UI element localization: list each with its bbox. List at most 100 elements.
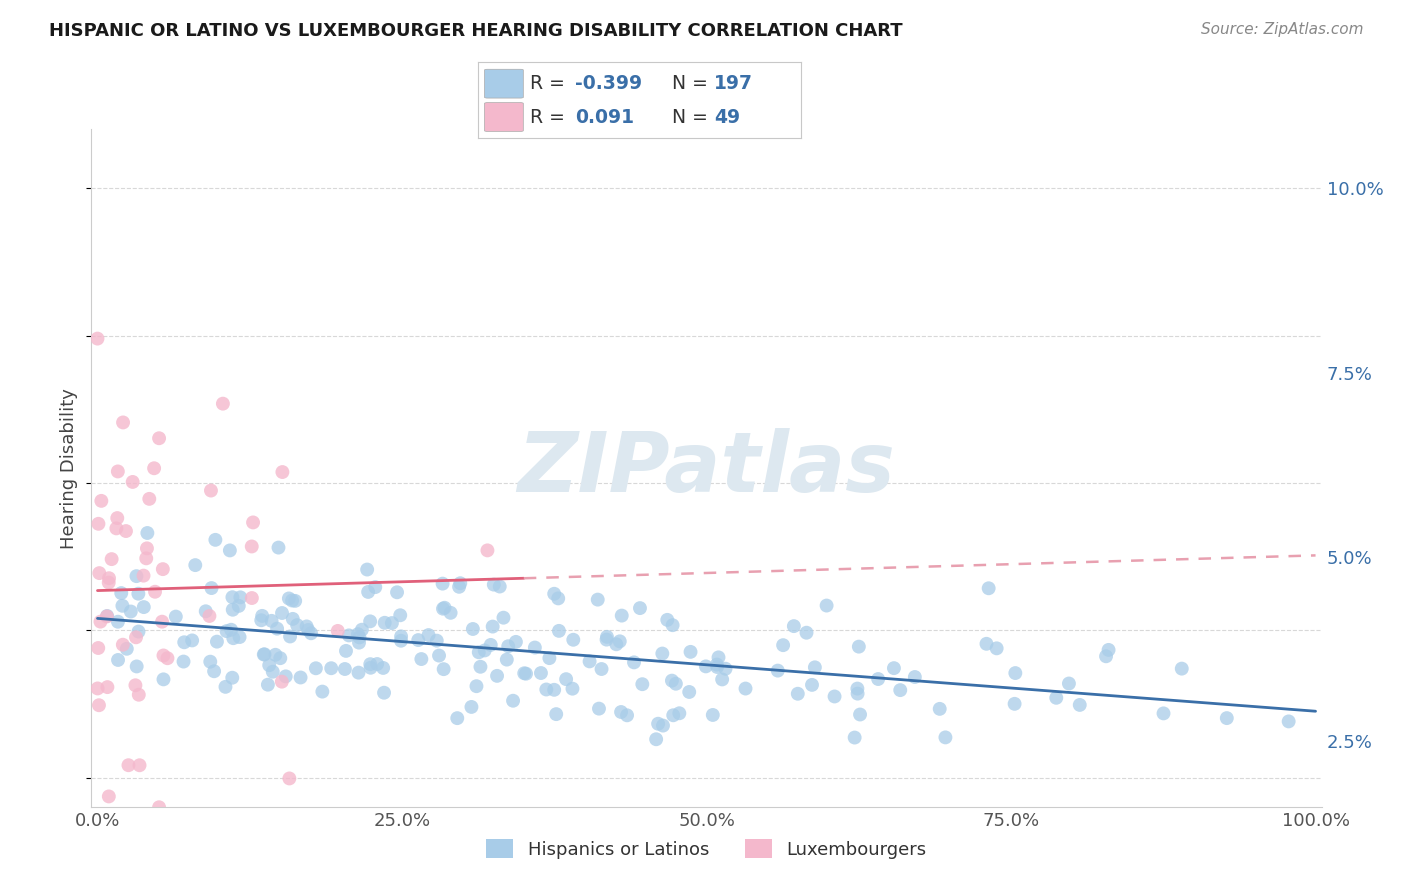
Point (297, 623, 319, 637)
Point (461, 622, 484, 636)
Point (222, 603, 245, 617)
Point (135, 551, 157, 566)
Text: N =: N = (672, 108, 709, 127)
Point (311, 684, 333, 698)
Point (218, 543, 240, 558)
Point (815, 599, 838, 613)
Point (546, 707, 568, 722)
Point (385, 585, 408, 599)
Text: HISPANIC OR LATINO VS LUXEMBOURGER HEARING DISABILITY CORRELATION CHART: HISPANIC OR LATINO VS LUXEMBOURGER HEARI… (49, 22, 903, 40)
Point (578, 654, 600, 668)
Point (934, 731, 956, 745)
Point (128, 758, 150, 772)
Point (347, 627, 370, 641)
Point (668, 706, 690, 721)
Point (373, 661, 395, 675)
Point (222, 631, 245, 645)
Point (502, 694, 524, 708)
Point (128, 624, 150, 639)
Point (281, 593, 304, 607)
Point (107, 653, 129, 667)
Point (200, 483, 222, 498)
Point (488, 580, 510, 594)
Point (824, 690, 846, 704)
Point (530, 666, 553, 681)
FancyBboxPatch shape (485, 70, 523, 98)
Point (96, 609, 118, 624)
Point (1069, 698, 1091, 712)
Point (711, 673, 734, 687)
Point (242, 516, 264, 530)
Point (98, 571, 121, 585)
Point (364, 580, 387, 594)
Point (661, 673, 683, 688)
Point (547, 591, 569, 606)
Point (117, 758, 139, 772)
Point (266, 622, 288, 636)
Point (181, 633, 204, 648)
Point (359, 657, 381, 672)
Point (152, 648, 174, 663)
Point (274, 669, 297, 683)
Point (555, 672, 578, 686)
Point (662, 708, 685, 723)
Point (105, 521, 128, 535)
Point (221, 671, 243, 685)
Point (678, 685, 700, 699)
Point (111, 638, 134, 652)
Point (87, 698, 110, 713)
Point (121, 475, 143, 489)
Point (87, 516, 110, 531)
Point (610, 608, 633, 623)
Point (148, 800, 170, 814)
Point (269, 651, 291, 665)
Point (381, 615, 404, 630)
Point (267, 541, 290, 555)
Point (138, 491, 160, 506)
Point (695, 659, 717, 673)
Point (536, 682, 558, 697)
Point (433, 662, 456, 676)
Point (143, 584, 166, 599)
Point (1171, 662, 1194, 676)
Point (844, 731, 866, 745)
Point (96, 680, 118, 694)
Point (1278, 714, 1301, 729)
Point (610, 705, 633, 719)
Point (90, 494, 112, 508)
Point (219, 623, 242, 637)
Point (295, 619, 318, 633)
Point (89, 566, 111, 580)
Point (609, 634, 631, 648)
Point (433, 600, 456, 615)
Point (194, 604, 217, 618)
Point (562, 632, 585, 647)
Point (848, 640, 870, 654)
Point (801, 678, 824, 692)
Point (446, 711, 468, 725)
Point (228, 630, 250, 644)
Point (449, 576, 471, 591)
Point (127, 587, 149, 601)
Point (228, 599, 250, 613)
Point (883, 661, 905, 675)
Point (205, 634, 228, 648)
Point (278, 772, 301, 786)
Point (278, 630, 301, 644)
Point (333, 662, 356, 676)
Point (136, 526, 159, 541)
Point (849, 707, 872, 722)
Point (107, 465, 129, 479)
Point (221, 591, 243, 605)
Point (277, 591, 299, 606)
Text: ZIPatlas: ZIPatlas (517, 428, 896, 508)
Point (631, 677, 654, 691)
Point (679, 645, 702, 659)
Point (496, 639, 519, 653)
Point (734, 681, 756, 696)
Point (128, 688, 150, 702)
Point (432, 576, 454, 591)
Point (468, 645, 491, 659)
Point (474, 643, 496, 657)
Point (846, 687, 869, 701)
